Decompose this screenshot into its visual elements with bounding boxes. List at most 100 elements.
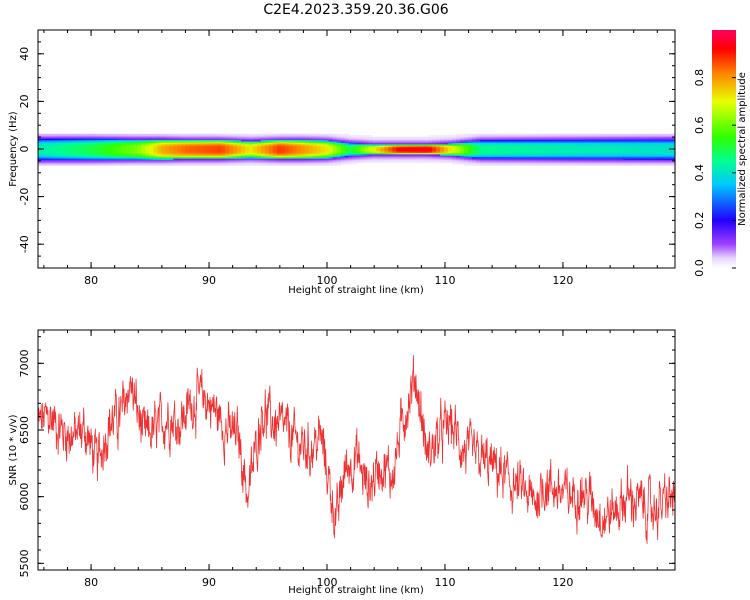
heatmap-cell bbox=[113, 140, 119, 143]
heatmap-cell bbox=[416, 146, 421, 149]
heatmap-cell bbox=[591, 158, 596, 161]
heatmap-cell bbox=[65, 139, 71, 142]
heatmap-cell bbox=[555, 160, 561, 163]
heatmap-cell bbox=[161, 152, 166, 155]
heatmap-cell bbox=[503, 148, 509, 151]
heatmap-cell bbox=[535, 142, 541, 145]
heatmap-cell bbox=[547, 162, 553, 165]
heatmap-cell bbox=[117, 138, 123, 141]
heatmap-cell bbox=[252, 136, 258, 139]
heatmap-cell bbox=[471, 160, 477, 163]
heatmap-cell bbox=[511, 153, 517, 156]
heatmap-cell bbox=[543, 145, 549, 148]
heatmap-cell bbox=[189, 159, 194, 162]
heatmap-cell bbox=[304, 135, 310, 138]
heatmap-cell bbox=[368, 149, 374, 152]
heatmap-cell bbox=[515, 140, 521, 143]
heatmap-cell bbox=[256, 159, 262, 162]
heatmap-cell bbox=[408, 148, 413, 151]
heatmap-cell bbox=[328, 150, 334, 153]
heatmap-cell bbox=[185, 156, 190, 159]
heatmap-cell bbox=[304, 160, 310, 163]
heatmap-cell bbox=[499, 162, 505, 165]
heatmap-cell bbox=[344, 135, 350, 138]
heatmap-cell bbox=[324, 160, 330, 163]
heatmap-cell bbox=[205, 142, 210, 145]
heatmap-cell bbox=[671, 143, 675, 146]
heatmap-cell bbox=[260, 159, 266, 162]
heatmap-cell bbox=[304, 136, 310, 139]
heatmap-cell bbox=[515, 163, 521, 166]
heatmap-cell bbox=[519, 136, 525, 139]
heatmap-cell bbox=[125, 153, 131, 156]
heatmap-cell bbox=[344, 133, 350, 136]
heatmap-cell bbox=[145, 140, 151, 143]
heatmap-cell bbox=[479, 138, 485, 141]
heatmap-cell bbox=[388, 140, 393, 143]
heatmap-cell bbox=[663, 143, 668, 146]
heatmap-cell bbox=[519, 152, 525, 155]
heatmap-cell bbox=[603, 162, 608, 165]
heatmap-cell bbox=[141, 148, 147, 151]
heatmap-cell bbox=[456, 153, 461, 156]
heatmap-cell bbox=[229, 145, 234, 148]
heatmap-cell bbox=[627, 160, 632, 163]
heatmap-cell bbox=[193, 138, 198, 141]
heatmap-cell bbox=[424, 150, 429, 153]
heatmap-cell bbox=[376, 158, 381, 161]
heatmap-cell bbox=[312, 152, 318, 155]
heatmap-cell bbox=[237, 148, 242, 151]
heatmap-cell bbox=[81, 142, 87, 145]
heatmap-cell bbox=[432, 158, 437, 161]
heatmap-cell bbox=[491, 162, 497, 165]
heatmap-cell bbox=[611, 153, 616, 156]
heatmap-cell bbox=[499, 143, 505, 146]
heatmap-cell bbox=[599, 138, 604, 141]
heatmap-cell bbox=[336, 163, 342, 166]
heatmap-cell bbox=[531, 133, 537, 136]
heatmap-cell bbox=[165, 149, 170, 152]
heatmap-cell bbox=[479, 140, 485, 143]
heatmap-cell bbox=[237, 158, 242, 161]
heatmap-cell bbox=[543, 156, 549, 159]
heatmap-cell bbox=[607, 153, 612, 156]
heatmap-cell bbox=[121, 158, 127, 161]
heatmap-cell bbox=[527, 159, 533, 162]
heatmap-cell bbox=[181, 159, 186, 162]
heatmap-cell bbox=[479, 159, 485, 162]
heatmap-cell bbox=[65, 160, 71, 163]
heatmap-cell bbox=[412, 155, 417, 158]
heatmap-cell bbox=[507, 153, 513, 156]
heatmap-cell bbox=[272, 155, 278, 158]
heatmap-cell bbox=[479, 155, 485, 158]
heatmap-cell bbox=[324, 146, 330, 149]
heatmap-cell bbox=[85, 136, 91, 139]
heatmap-cell bbox=[495, 143, 501, 146]
heatmap-cell bbox=[53, 149, 59, 152]
heatmap-cell bbox=[663, 156, 668, 159]
heatmap-cell bbox=[571, 159, 577, 162]
heatmap-cell bbox=[667, 146, 672, 149]
heatmap-cell bbox=[523, 148, 529, 151]
heatmap-cell bbox=[571, 163, 577, 166]
heatmap-cell bbox=[416, 148, 421, 151]
heatmap-cell bbox=[213, 145, 218, 148]
heatmap-cell bbox=[619, 163, 624, 166]
heatmap-cell bbox=[141, 133, 147, 136]
heatmap-cell bbox=[89, 142, 95, 145]
heatmap-cell bbox=[316, 153, 322, 156]
heatmap-cell bbox=[587, 138, 592, 141]
heatmap-cell bbox=[49, 153, 55, 156]
heatmap-cell bbox=[165, 153, 170, 156]
heatmap-cell bbox=[260, 143, 266, 146]
heatmap-cell bbox=[181, 150, 186, 153]
heatmap-cell bbox=[571, 145, 577, 148]
heatmap-cell bbox=[324, 155, 330, 158]
heatmap-cell bbox=[412, 160, 417, 163]
heatmap-cell bbox=[233, 143, 238, 146]
heatmap-cell bbox=[272, 140, 278, 143]
heatmap-cell bbox=[165, 135, 170, 138]
heatmap-cell bbox=[479, 139, 485, 142]
heatmap-cell bbox=[320, 150, 326, 153]
heatmap-cell bbox=[364, 138, 370, 141]
